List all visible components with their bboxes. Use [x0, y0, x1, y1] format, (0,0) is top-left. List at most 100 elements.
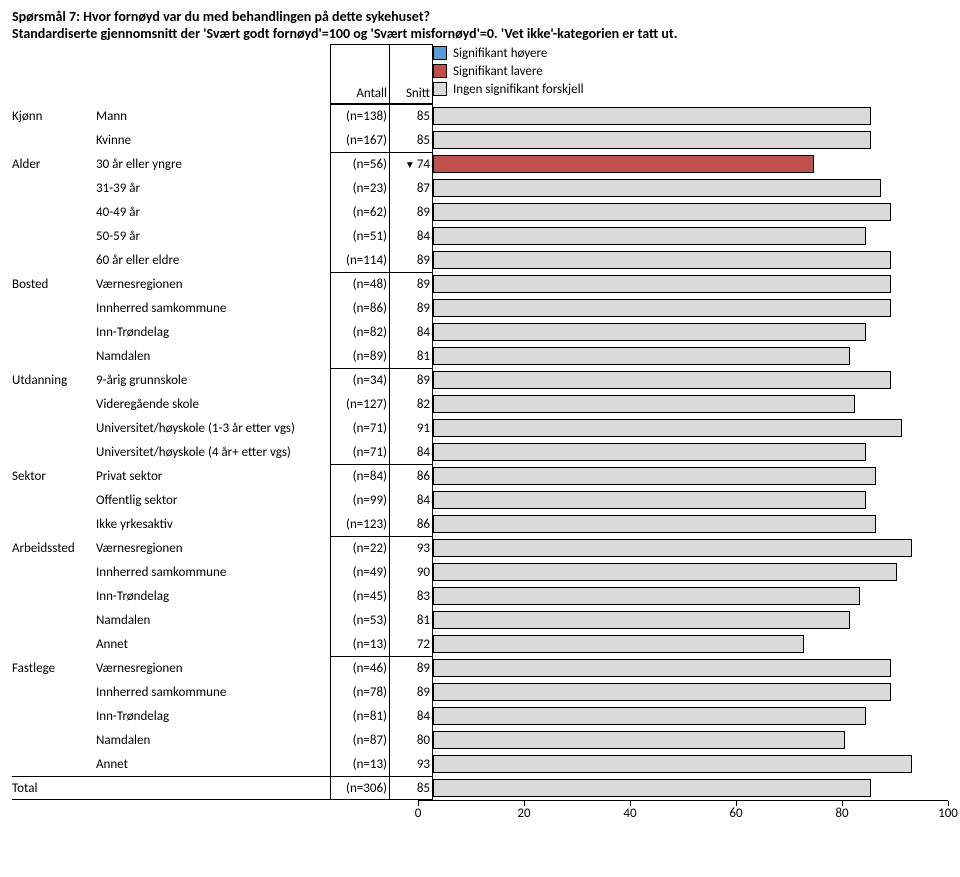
row-value: 82 [389, 392, 433, 416]
group-label [12, 680, 96, 704]
row-label: Mann [96, 104, 330, 128]
bar-cell [433, 248, 948, 272]
row-n: (n=48) [330, 272, 389, 296]
row-value-text: 90 [417, 565, 430, 580]
row-n: (n=138) [330, 104, 389, 128]
row-label: Annet [96, 632, 330, 656]
data-row: Ikke yrkesaktiv(n=123)86 [12, 512, 948, 536]
row-label: Privat sektor [96, 464, 330, 488]
data-row: Inn-Trøndelag(n=81)84 [12, 704, 948, 728]
row-n: (n=86) [330, 296, 389, 320]
row-n: (n=84) [330, 464, 389, 488]
col-header-antall: Antall [330, 44, 389, 104]
row-label: 31-39 år [96, 176, 330, 200]
axis-tick-label: 100 [938, 806, 958, 821]
marker-down-icon: ▼ [405, 158, 415, 171]
bar [433, 443, 866, 461]
row-label: Innherred samkommune [96, 296, 330, 320]
row-value: 84 [389, 224, 433, 248]
row-value: 85 [389, 104, 433, 128]
group-label [12, 416, 96, 440]
row-value-text: 84 [417, 493, 430, 508]
group-label [12, 752, 96, 776]
row-value: 90 [389, 560, 433, 584]
legend-area: Signifikant høyere Signifikant lavere In… [433, 44, 948, 104]
data-row: 60 år eller eldre(n=114)89 [12, 248, 948, 272]
data-row: 50-59 år(n=51)84 [12, 224, 948, 248]
row-value: 89 [389, 296, 433, 320]
row-value: 86 [389, 464, 433, 488]
group-label [12, 608, 96, 632]
data-row: Alder30 år eller yngre(n=56)▼74 [12, 152, 948, 176]
bar-cell [433, 536, 948, 560]
row-value-text: 80 [417, 733, 430, 748]
rows-container: KjønnMann(n=138)85Kvinne(n=167)85Alder30… [12, 104, 948, 776]
chart-title-2: Standardiserte gjennomsnitt der 'Svært g… [12, 25, 948, 42]
row-value-text: 91 [417, 421, 430, 436]
row-value-text: 81 [417, 349, 430, 364]
row-value-text: 84 [417, 229, 430, 244]
axis-area: 020406080100 [418, 800, 948, 820]
axis-tick-label: 40 [623, 806, 636, 821]
row-value: 84 [389, 440, 433, 464]
bar [433, 563, 897, 581]
row-value-text: 93 [417, 757, 430, 772]
row-n: (n=62) [330, 200, 389, 224]
row-value: 93 [389, 536, 433, 560]
group-label [12, 488, 96, 512]
row-n: (n=167) [330, 128, 389, 152]
data-row: Inn-Trøndelag(n=82)84 [12, 320, 948, 344]
row-value: 89 [389, 368, 433, 392]
bar-cell [433, 416, 948, 440]
bar-cell [433, 128, 948, 152]
row-value: 87 [389, 176, 433, 200]
total-bar [433, 779, 871, 797]
total-bar-cell [433, 776, 948, 800]
bar-cell [433, 104, 948, 128]
row-n: (n=78) [330, 680, 389, 704]
data-row: Innherred samkommune(n=78)89 [12, 680, 948, 704]
chart-title-1: Spørsmål 7: Hvor fornøyd var du med beha… [12, 8, 948, 25]
bar [433, 251, 891, 269]
bar-cell [433, 200, 948, 224]
row-value-text: 89 [417, 253, 430, 268]
data-row: KjønnMann(n=138)85 [12, 104, 948, 128]
bar-cell [433, 224, 948, 248]
row-value: 85 [389, 128, 433, 152]
group-label [12, 728, 96, 752]
bar [433, 467, 876, 485]
col-header-snitt: Snitt [389, 44, 433, 104]
bar-cell [433, 728, 948, 752]
row-n: (n=46) [330, 656, 389, 680]
row-n: (n=56) [330, 152, 389, 176]
row-n: (n=71) [330, 416, 389, 440]
legend-higher: Signifikant høyere [433, 44, 584, 62]
data-row: Namdalen(n=89)81 [12, 344, 948, 368]
row-value-text: 84 [417, 325, 430, 340]
data-row: Namdalen(n=87)80 [12, 728, 948, 752]
row-label: Innherred samkommune [96, 680, 330, 704]
x-axis: 020406080100 [12, 800, 948, 820]
row-value-text: 89 [417, 373, 430, 388]
row-value-text: 86 [417, 517, 430, 532]
row-label: Universitet/høyskole (4 år+ etter vgs) [96, 440, 330, 464]
row-value: 91 [389, 416, 433, 440]
group-label [12, 512, 96, 536]
data-row: Annet(n=13)93 [12, 752, 948, 776]
row-n: (n=51) [330, 224, 389, 248]
total-val: 85 [389, 776, 433, 800]
row-value: 81 [389, 608, 433, 632]
data-row: Videregående skole(n=127)82 [12, 392, 948, 416]
row-n: (n=13) [330, 752, 389, 776]
data-row: SektorPrivat sektor(n=84)86 [12, 464, 948, 488]
bar-cell [433, 488, 948, 512]
data-row: FastlegeVærnesregionen(n=46)89 [12, 656, 948, 680]
group-label: Arbeidssted [12, 536, 96, 560]
data-row: Offentlig sektor(n=99)84 [12, 488, 948, 512]
row-n: (n=45) [330, 584, 389, 608]
row-label: 60 år eller eldre [96, 248, 330, 272]
group-label [12, 704, 96, 728]
bar [433, 323, 866, 341]
row-label: Værnesregionen [96, 656, 330, 680]
swatch-none [433, 82, 447, 96]
